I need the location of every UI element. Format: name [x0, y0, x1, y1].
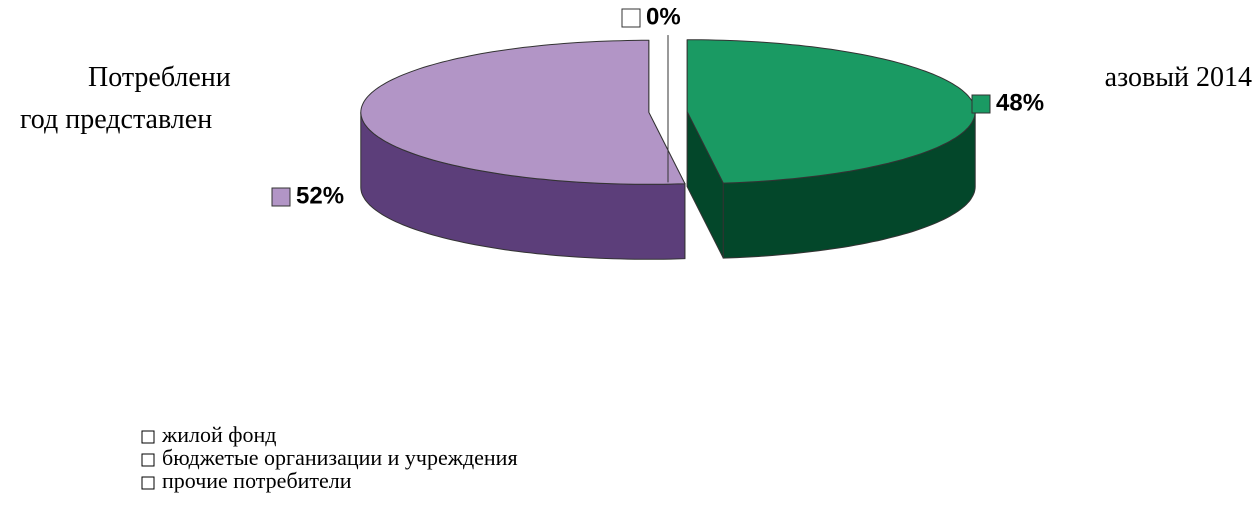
paragraph-line: год представлен: [20, 104, 212, 135]
paragraph-line: Потреблени: [88, 62, 231, 93]
slice-top: [360, 39, 686, 185]
label-swatch: [621, 8, 641, 28]
legend-entry: жилой фонд: [161, 422, 276, 447]
label-swatch: [271, 187, 291, 207]
label-swatch: [971, 94, 991, 114]
legend-entry: бюджетые организации и учреждения: [162, 445, 518, 470]
data-label: 48%: [996, 89, 1044, 116]
legend-swatch: [141, 430, 155, 444]
legend-entry: прочие потребители: [162, 468, 352, 493]
legend-swatch: [141, 476, 155, 490]
data-label: 0%: [646, 3, 681, 30]
data-label: 52%: [296, 182, 344, 209]
paragraph-line: азовый 2014: [1105, 62, 1252, 93]
legend-swatch: [141, 453, 155, 467]
